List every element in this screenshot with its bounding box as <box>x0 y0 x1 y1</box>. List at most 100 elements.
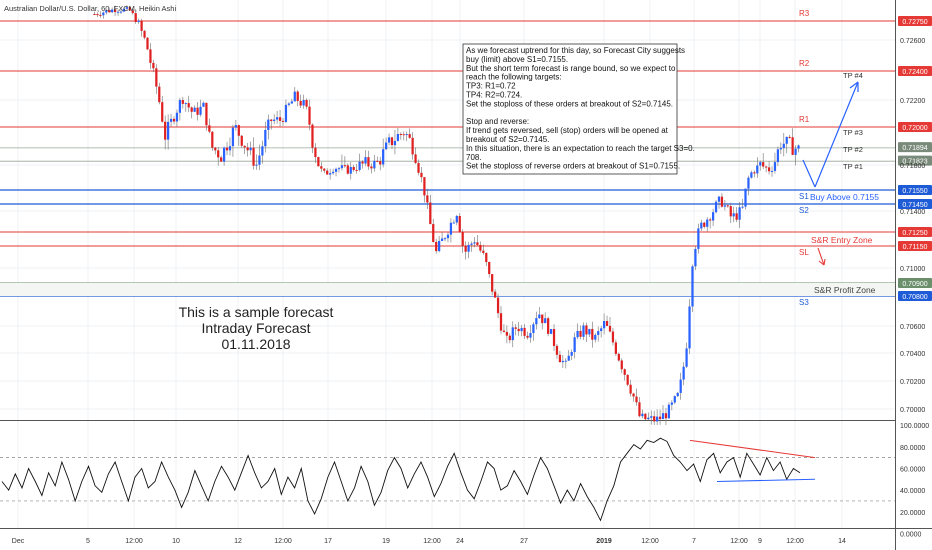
candle-body <box>340 165 344 169</box>
level-label: S1 <box>799 192 809 201</box>
candle-body <box>181 100 184 104</box>
candle-body <box>791 137 794 155</box>
level-price-text: 0.72000 <box>902 125 927 132</box>
candle-body <box>706 219 709 227</box>
time-tick-label: 17 <box>324 538 332 545</box>
candle-body <box>776 149 780 163</box>
candle-body <box>464 245 467 252</box>
candle-body <box>429 202 432 225</box>
candle-body <box>376 160 379 162</box>
forecast-up-arrow <box>814 81 859 188</box>
candle-body <box>399 133 402 135</box>
candle-body <box>552 329 556 346</box>
rsi-resistance-trendline <box>689 439 816 459</box>
candle-body <box>620 360 623 370</box>
candle-body <box>658 416 662 420</box>
buy-above-label: Buy Above 0.7155 <box>810 192 879 202</box>
candle-body <box>759 162 762 166</box>
sample-note-line3: 01.11.2018 <box>221 336 290 352</box>
candle-body <box>169 118 173 122</box>
candle-body <box>146 37 149 50</box>
candle-body <box>405 134 408 136</box>
candle-body <box>373 160 376 169</box>
candle-body <box>526 335 529 338</box>
annotation-line: reach the following targets: <box>466 73 562 82</box>
candle-body <box>493 291 497 298</box>
candle-body <box>629 384 632 394</box>
candle-body <box>614 342 618 354</box>
candle-body <box>694 248 697 267</box>
candle-body <box>143 30 146 38</box>
candle-body <box>237 125 240 136</box>
candle-body <box>390 137 394 146</box>
candle-body <box>579 330 582 337</box>
time-tick-label: 12:00 <box>125 538 143 545</box>
candle-body <box>605 321 609 326</box>
price-tick-label: 0.71800 <box>900 163 925 170</box>
candle-body <box>505 331 509 336</box>
candle-body <box>499 313 503 331</box>
candle-body <box>479 245 482 251</box>
candle-body <box>205 102 208 126</box>
candle-body <box>455 215 458 223</box>
candle-body <box>423 177 426 196</box>
candle-body <box>379 161 382 165</box>
candle-body <box>794 148 797 155</box>
candle-body <box>184 103 187 105</box>
time-tick-label: 12:00 <box>641 538 659 545</box>
candle-body <box>408 134 411 138</box>
level-price-text: 0.72750 <box>902 19 927 26</box>
forecast-dip-line <box>802 159 816 188</box>
annotation-line: breakout of S2=0.7145. <box>466 135 549 144</box>
candle-body <box>417 162 420 173</box>
annotation-line: As we forecast uptrend for this day, so … <box>466 46 685 55</box>
candle-body <box>361 161 364 164</box>
price-tick-label: 0.70000 <box>900 407 925 414</box>
rsi-tick-label: 80.0000 <box>900 445 925 452</box>
candle-body <box>650 416 653 418</box>
candle-body <box>532 324 535 334</box>
time-tick-label: 2019 <box>596 538 612 545</box>
forecast-annotation: As we forecast uptrend for this day, so … <box>462 43 695 175</box>
price-tick-label: 0.70200 <box>900 379 925 386</box>
candle-body <box>293 91 296 102</box>
candle-body <box>311 124 314 148</box>
candle-body <box>644 413 647 420</box>
rsi-tick-label: 100.0000 <box>900 423 929 430</box>
current-price-tag <box>898 142 932 153</box>
candle-body <box>691 266 694 307</box>
candle-body <box>549 329 553 334</box>
candle-body <box>514 327 517 329</box>
level-label: S3 <box>799 298 809 307</box>
candle-body <box>193 107 196 112</box>
candle-body <box>255 164 258 166</box>
candle-body <box>741 206 744 208</box>
annotation-line: TP4: R2=0.724. <box>466 91 522 100</box>
level-price-tag <box>898 278 932 288</box>
candle-body <box>128 7 131 11</box>
candle-body <box>152 62 155 69</box>
candle-body <box>547 318 550 334</box>
candle-body <box>290 101 293 104</box>
candle-body <box>523 327 526 336</box>
level-price-text: 0.70900 <box>902 281 927 288</box>
candle-body <box>337 168 341 170</box>
candle-body <box>617 353 620 361</box>
candle-body <box>93 14 96 15</box>
candle-body <box>756 165 759 174</box>
level-price-text: 0.70800 <box>902 294 927 301</box>
annotation-line: 708. <box>466 153 482 162</box>
level-label: S2 <box>799 206 809 215</box>
candle-body <box>541 314 544 324</box>
candle-body <box>467 244 470 252</box>
candle-body <box>797 145 800 149</box>
candle-body <box>367 157 370 167</box>
candle-body <box>113 9 117 13</box>
candle-body <box>656 416 659 422</box>
candle-body <box>125 7 128 9</box>
sample-note-line2: Intraday Forecast <box>202 320 311 336</box>
price-tick-label: 0.70400 <box>900 351 925 358</box>
